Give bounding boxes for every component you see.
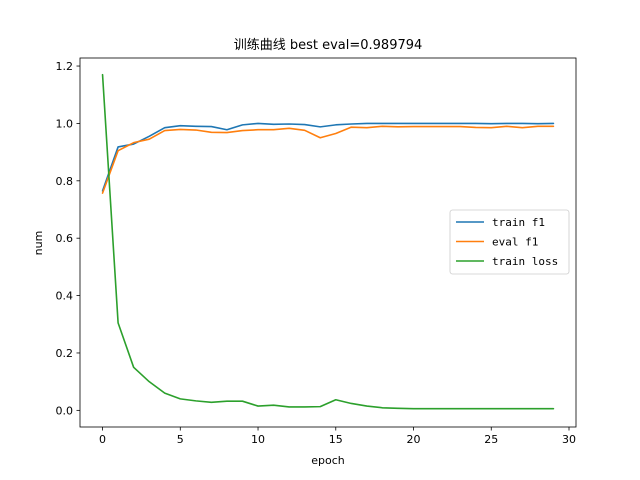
legend-label-train-f1: train f1 (492, 216, 545, 229)
plot-area: 0 5 10 15 20 25 30 0.0 0.2 0.4 0.6 0.8 1.0 1.2 (56, 57, 577, 446)
x-tick-label: 25 (484, 433, 498, 446)
legend-label-eval-f1: eval f1 (492, 236, 538, 249)
y-tick-label: 0.2 (56, 347, 74, 360)
x-axis-label: epoch (311, 454, 345, 467)
y-axis-label: num (32, 231, 45, 256)
x-tick-label: 20 (407, 433, 421, 446)
x-tick-label: 0 (99, 433, 106, 446)
series-line-train-loss (101, 73, 555, 410)
y-tick-label: 1.0 (56, 117, 74, 130)
legend-label-train-loss: train loss (492, 255, 558, 268)
y-tick-label: 0.8 (56, 175, 74, 188)
plot-frame (79, 57, 577, 428)
y-tick-label: 0.0 (56, 404, 74, 417)
series-line-eval-f1 (101, 125, 555, 194)
y-tick-label: 0.4 (56, 290, 74, 303)
legend-box (449, 209, 570, 275)
x-tick-label: 5 (177, 433, 184, 446)
x-tick-label: 10 (251, 433, 265, 446)
y-tick-label: 0.6 (56, 232, 74, 245)
y-tick-label: 1.2 (56, 60, 74, 73)
x-tick-label: 15 (329, 433, 343, 446)
legend: train f1 eval f1 train loss (449, 209, 570, 275)
series-line-train-f1 (101, 122, 555, 192)
chart-title: 训练曲线 best eval=0.989794 (234, 38, 423, 53)
x-tick-label: 30 (562, 433, 576, 446)
